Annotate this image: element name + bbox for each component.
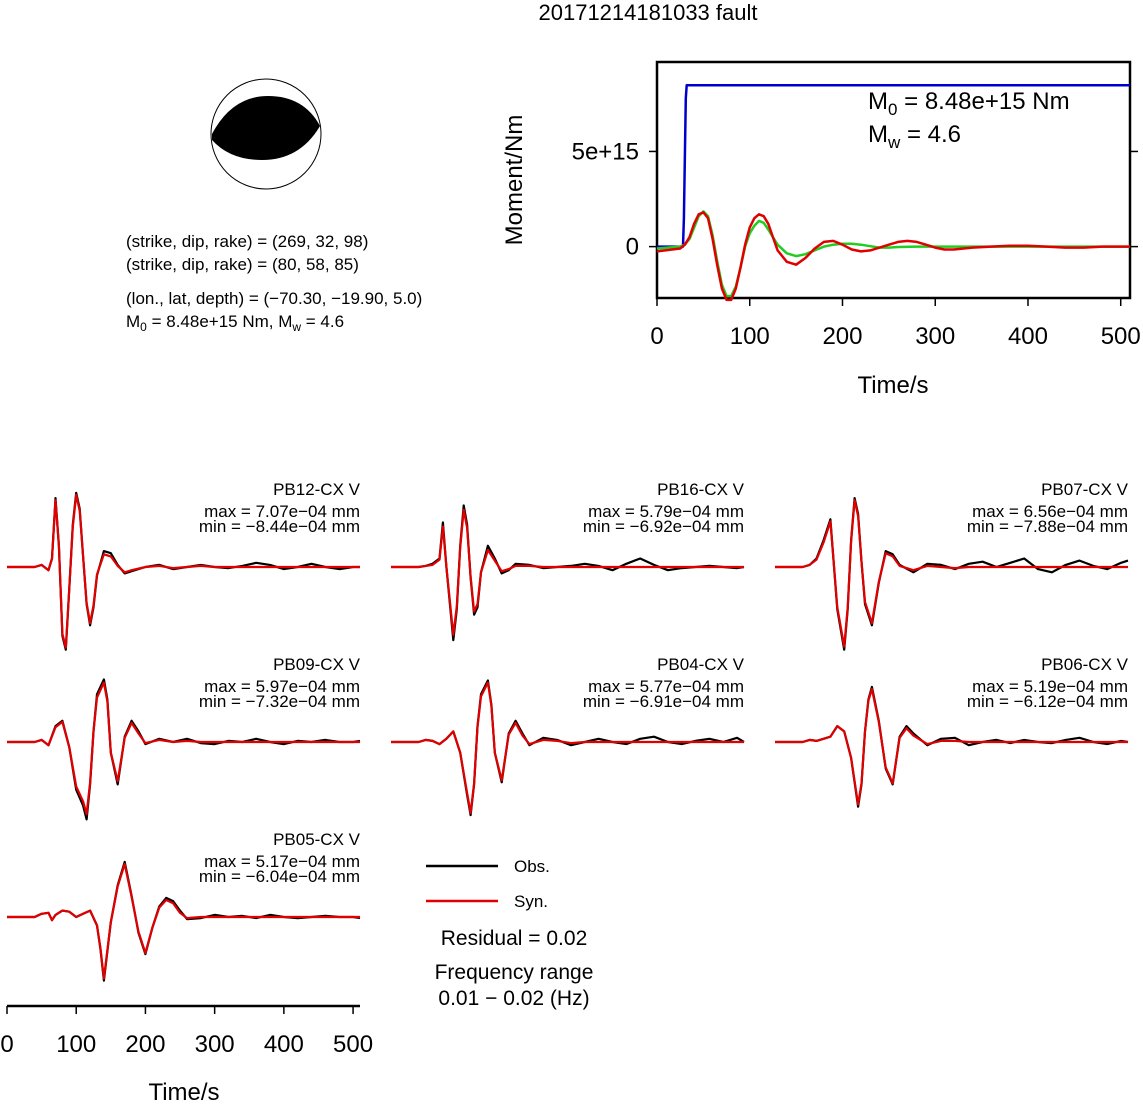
synthetic-trace [391, 681, 744, 815]
max-amplitude-label: max = 5.77e−04 mm [588, 677, 744, 696]
moment-ytick-label: 5e+15 [572, 138, 639, 165]
min-amplitude-label: min = −7.88e−04 mm [967, 517, 1128, 536]
moment-xlabel: Time/s [857, 372, 928, 399]
station-label: PB12-CX V [273, 480, 361, 499]
min-amplitude-label: min = −6.91e−04 mm [583, 692, 744, 711]
synthetic-trace [775, 687, 1128, 806]
synthetic-trace [391, 508, 744, 636]
station-label: PB05-CX V [273, 830, 361, 849]
min-amplitude-label: min = −6.04e−04 mm [199, 867, 360, 886]
min-amplitude-label: min = −8.44e−04 mm [199, 517, 360, 536]
max-amplitude-label: max = 7.07e−04 mm [204, 502, 360, 521]
synthetic-moment-line [656, 211, 1130, 302]
moment-xtick-label: 300 [915, 323, 955, 350]
min-amplitude-label: min = −7.32e−04 mm [199, 692, 360, 711]
max-amplitude-label: max = 5.97e−04 mm [204, 677, 360, 696]
moment-xtick-label: 200 [822, 323, 862, 350]
max-amplitude-label: max = 5.19e−04 mm [972, 677, 1128, 696]
moment-xtick-label: 100 [730, 323, 770, 350]
residual-text: Residual = 0.02 [441, 927, 588, 950]
focal-plane-2: (strike, dip, rake) = (80, 58, 85) [126, 255, 359, 274]
legend-syn-label: Syn. [514, 892, 548, 911]
synthetic-trace [7, 862, 360, 980]
beachball-compressional-quadrant [212, 96, 320, 160]
min-amplitude-label: min = −6.12e−04 mm [967, 692, 1128, 711]
station-label: PB04-CX V [657, 655, 745, 674]
legend: Obs. Syn. [426, 857, 550, 911]
moment-ylabel: Moment/Nm [501, 115, 528, 246]
synthetic-trace [7, 681, 360, 816]
waveform-xtick-label: 0 [0, 1031, 13, 1058]
moment-mw-annotation: Mw = 4.6 [868, 121, 961, 152]
legend-obs-label: Obs. [514, 857, 550, 876]
synthetic-trace [7, 493, 360, 649]
waveform-xtick-label: 400 [264, 1031, 304, 1058]
moment-xtick-label: 0 [650, 323, 663, 350]
focal-plane-1: (strike, dip, rake) = (269, 32, 98) [126, 232, 368, 251]
station-label: PB07-CX V [1041, 480, 1129, 499]
max-amplitude-label: max = 5.17e−04 mm [204, 852, 360, 871]
moment-rate-line [656, 210, 1130, 298]
waveform-xlabel: Time/s [148, 1079, 219, 1104]
max-amplitude-label: max = 5.79e−04 mm [588, 502, 744, 521]
station-label: PB16-CX V [657, 480, 745, 499]
waveform-time-axis: Time/s 0 100 200 300 400 500 [0, 1004, 373, 1104]
moment-xtick-label: 400 [1008, 323, 1048, 350]
waveform-xtick-label: 300 [195, 1031, 235, 1058]
frequency-label: Frequency range [435, 961, 594, 984]
moment-plot-frame [655, 60, 1132, 300]
synthetic-trace [775, 499, 1128, 648]
min-amplitude-label: min = −6.92e−04 mm [583, 517, 744, 536]
waveform-xtick-label: 500 [333, 1031, 373, 1058]
location-depth: (lon., lat, depth) = (−70.30, −19.90, 5.… [126, 289, 422, 308]
max-amplitude-label: max = 6.56e−04 mm [972, 502, 1128, 521]
waveform-xtick-label: 100 [56, 1031, 96, 1058]
station-label: PB06-CX V [1041, 655, 1129, 674]
frequency-range: 0.01 − 0.02 (Hz) [438, 987, 589, 1010]
waveform-xtick-label: 200 [125, 1031, 165, 1058]
figure-title: 20171214181033 fault [539, 0, 758, 25]
station-label: PB09-CX V [273, 655, 361, 674]
beachball [210, 78, 322, 190]
magnitude-line: M0 = 8.48e+15 Nm, Mw = 4.6 [126, 312, 344, 334]
moment-xtick-label: 500 [1101, 323, 1141, 350]
moment-m0-annotation: M0 = 8.48e+15 Nm [868, 88, 1070, 119]
moment-ytick-label: 0 [626, 234, 639, 261]
